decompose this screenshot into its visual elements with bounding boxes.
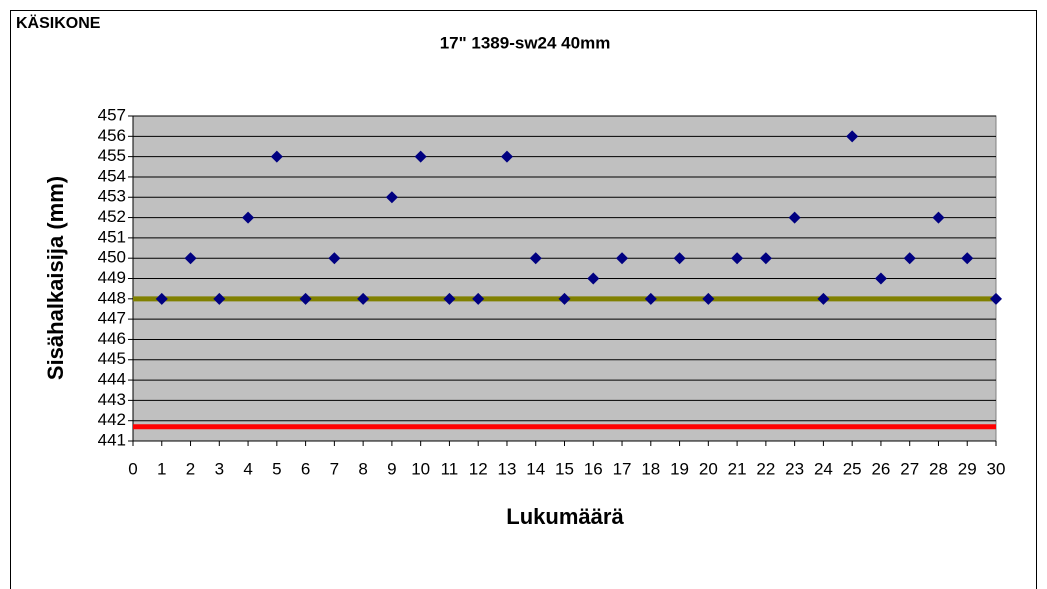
point <box>961 252 974 265</box>
y-tick-label: 445 <box>98 349 126 368</box>
point <box>932 211 945 224</box>
y-axis-label: Sisähalkaisija (mm) <box>43 176 68 380</box>
point <box>443 292 456 305</box>
point <box>644 292 657 305</box>
y-tick-label: 449 <box>98 268 126 287</box>
x-tick-label: 25 <box>843 459 862 478</box>
point <box>702 292 715 305</box>
x-tick-label: 17 <box>613 459 632 478</box>
point <box>846 130 859 143</box>
x-tick-label: 20 <box>699 459 718 478</box>
y-tick-label: 450 <box>98 248 126 267</box>
point <box>587 272 600 285</box>
x-tick-label: 26 <box>871 459 890 478</box>
x-tick-label: 29 <box>958 459 977 478</box>
y-tick-label: 454 <box>98 166 126 185</box>
point <box>673 252 686 265</box>
point <box>500 150 513 163</box>
y-tick-label: 442 <box>98 410 126 429</box>
x-tick-label: 2 <box>186 459 195 478</box>
y-tick-label: 443 <box>98 390 126 409</box>
x-tick-label: 12 <box>469 459 488 478</box>
x-tick-label: 7 <box>330 459 339 478</box>
point <box>788 211 801 224</box>
y-tick-label: 446 <box>98 329 126 348</box>
x-tick-label: 1 <box>157 459 166 478</box>
x-tick-label: 8 <box>358 459 367 478</box>
y-tick-label: 447 <box>98 309 126 328</box>
point <box>328 252 341 265</box>
x-tick-label: 27 <box>900 459 919 478</box>
point <box>213 292 226 305</box>
point <box>414 150 427 163</box>
x-tick-label: 0 <box>128 459 137 478</box>
x-tick-label: 13 <box>498 459 517 478</box>
y-tick-label: 448 <box>98 288 126 307</box>
point <box>472 292 485 305</box>
point <box>242 211 255 224</box>
point <box>558 292 571 305</box>
point <box>299 292 312 305</box>
point <box>616 252 629 265</box>
point <box>817 292 830 305</box>
x-tick-label: 9 <box>387 459 396 478</box>
x-tick-label: 28 <box>929 459 948 478</box>
point <box>874 272 887 285</box>
point <box>184 252 197 265</box>
chart-label: KÄSIKONE <box>16 14 101 32</box>
point <box>357 292 370 305</box>
x-tick-label: 24 <box>814 459 833 478</box>
point <box>731 252 744 265</box>
y-tick-label: 441 <box>98 430 126 449</box>
x-tick-label: 5 <box>272 459 281 478</box>
y-tick-label: 451 <box>98 227 126 246</box>
chart-title: 17" 1389-sw24 40mm <box>440 33 611 52</box>
x-tick-label: 18 <box>641 459 660 478</box>
x-axis-label: Lukumäärä <box>506 504 624 529</box>
x-tick-label: 4 <box>243 459 252 478</box>
point <box>155 292 168 305</box>
point <box>759 252 772 265</box>
x-tick-label: 21 <box>728 459 747 478</box>
x-tick-label: 16 <box>584 459 603 478</box>
point <box>385 191 398 204</box>
x-tick-label: 22 <box>756 459 775 478</box>
x-tick-label: 14 <box>526 459 545 478</box>
x-tick-label: 3 <box>215 459 224 478</box>
y-tick-label: 453 <box>98 187 126 206</box>
x-tick-label: 6 <box>301 459 310 478</box>
point <box>903 252 916 265</box>
point <box>529 252 542 265</box>
x-tick-label: 23 <box>785 459 804 478</box>
x-tick-label: 11 <box>441 459 459 478</box>
y-tick-label: 452 <box>98 207 126 226</box>
y-tick-label: 444 <box>98 370 126 389</box>
y-tick-label: 455 <box>98 146 126 165</box>
x-tick-label: 30 <box>987 459 1006 478</box>
y-tick-label: 456 <box>98 126 126 145</box>
x-tick-label: 19 <box>670 459 689 478</box>
point <box>990 292 1002 305</box>
x-tick-label: 10 <box>411 459 430 478</box>
y-tick-label: 457 <box>98 105 126 124</box>
point <box>270 150 283 163</box>
x-tick-label: 15 <box>555 459 574 478</box>
